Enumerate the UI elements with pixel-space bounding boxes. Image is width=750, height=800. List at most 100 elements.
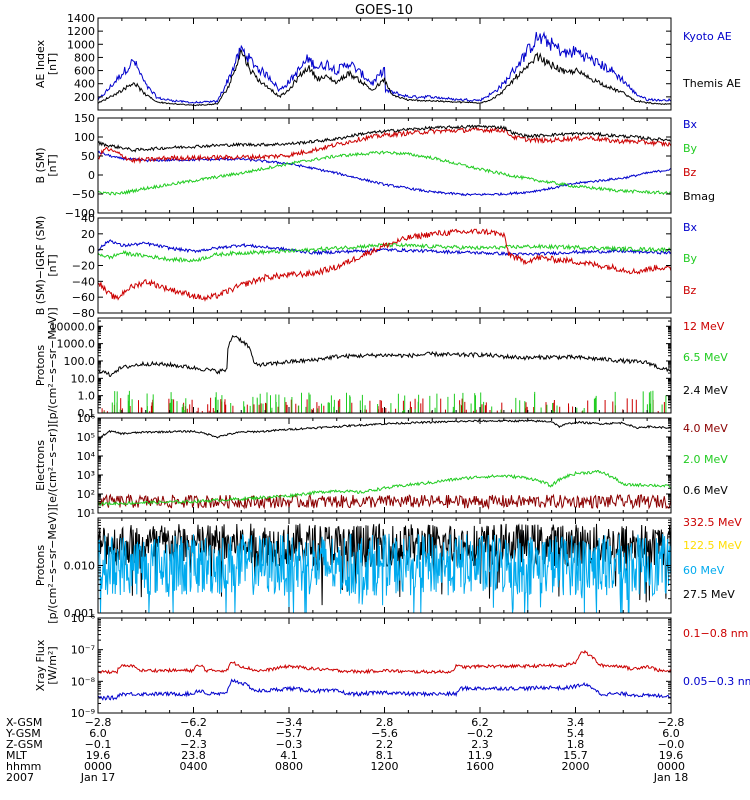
ytick-label: 200 [74,91,95,104]
ytick-label: −20 [72,260,95,273]
axis-row-value: 2000 [562,760,590,773]
series-bz [98,228,671,302]
series-bmag [98,124,671,153]
axis-row-value: 15.7 [563,749,588,762]
series-by [98,150,671,196]
panel-electrons: 10¹ 10² 10³ 10⁴ 10⁵ 10⁶ Electrons [e/(cm²−s−sr)… [34,412,728,520]
legend-entry: 60 MeV [683,564,725,577]
ytick-label: 10⁶ [77,412,96,425]
series-6-5-mev [103,390,667,413]
axis-row-value: −5.6 [371,727,398,740]
ytick-label: 0 [88,244,95,257]
axis-row-value: 3.4 [567,716,585,729]
axis-row-value: 23.8 [181,749,206,762]
legend-entry: 2.0 MeV [683,453,728,466]
axis-row-value: 1.8 [567,738,585,751]
axis-row-value: 5.4 [567,727,585,740]
legend-entry: Bx [683,118,698,131]
panel-xray: 10⁻⁹ 10⁻⁸ 10⁻⁷ 10⁻⁶ Xray Flux [W/m²] 0.1−0.8 n… [34,612,750,720]
axis-row-value: −3.4 [276,716,303,729]
ytick-label: 0.1 [78,407,96,420]
series-kyoto-ae [98,31,671,104]
ylabel-units: [e/(cm²−s−sr)] [46,424,59,507]
legend-entry: Bmag [683,190,715,203]
ylabel: B (SM)−IGRF (SM) [34,216,47,316]
ylabel: AE Index [34,39,47,88]
axis-row-value: −2.3 [180,738,207,751]
series-group [98,334,671,413]
figure-title: GOES-10 [355,3,413,18]
ytick-label: 100.0 [64,355,96,368]
ytick-label: 150 [74,112,95,125]
series-group [98,31,671,107]
ytick-label: 400 [74,78,95,91]
ylabel: Xray Flux [34,639,47,691]
legend-entry: 122.5 MeV [683,539,742,552]
axis-row-value: 1200 [371,760,399,773]
legend-entry: Bz [683,284,697,297]
axis-row-value: 0000 [84,760,112,773]
ytick-label: 10⁴ [77,450,96,463]
legend-entry: 27.5 MeV [683,588,735,601]
ytick-label: 800 [74,51,95,64]
ytick-label: 10⁻⁹ [71,707,95,720]
axis-row-value: 2.8 [376,716,394,729]
ylabel-units: [W/m²] [46,646,59,684]
axis-row-value: 6.2 [471,716,489,729]
legend-entry: 12 MeV [683,320,725,333]
legend-entry: 2.4 MeV [683,384,728,397]
ytick-label: −100 [65,207,95,220]
orbit-axis-table: X-GSM −2.8 −6.2 −3.4 2.8 6.2 3.4 −2.8 Y-GSM 6.0 0.… [5,716,688,784]
axis-row-value: 19.6 [659,749,684,762]
legend-entry: 0.1−0.8 nm [683,627,748,640]
ylabel: Electrons [34,440,47,491]
series-group [98,419,671,511]
ytick-label: 10⁻⁸ [71,675,96,688]
legend-entry: Bx [683,221,698,234]
axis-row-label: X-GSM [6,716,42,729]
series-0-1-0-8-nm [98,649,671,675]
legend-entry: 4.0 MeV [683,422,728,435]
legend-entry: Kyoto AE [683,30,732,43]
axis-row-value: 0800 [275,760,303,773]
ytick-label: 0 [88,169,95,182]
ytick-label: 10² [77,488,95,501]
ytick-label: 10⁻⁶ [71,612,96,625]
ytick-label: 10.0 [71,372,96,385]
ytick-label: 1.0 [78,390,96,403]
series-group [98,228,671,302]
legend-entry: 6.5 MeV [683,351,728,364]
legend-entry: 332.5 MeV [683,516,742,529]
axis-row-label: 2007 [6,771,34,784]
series-2-4-mev [98,334,671,377]
legend-entry: Bz [683,166,697,179]
panel-protons-hi: 0.001 0.010 Protons [p/(cm²−s−sr−MeV)] 332.5… [34,507,742,623]
series-group [98,124,671,197]
axis-row-value: 11.9 [468,749,493,762]
axis-row-value: 8.1 [376,749,394,762]
ylabel: B (SM) [34,147,47,183]
legend-entry: By [683,142,698,155]
ytick-label: 0.001 [64,607,96,620]
axis-row-label: Y-GSM [5,727,41,740]
legend-entry: By [683,252,698,265]
ytick-label: 10³ [77,469,95,482]
panel-frame [97,17,672,111]
ytick-label: 1200 [67,25,95,38]
ylabel: Protons [34,545,47,586]
series-group [98,523,671,613]
panel-bsm: −100 −50 0 50 100 150 B (SM) [nT] Bx By Bz Bmag [34,112,715,220]
axis-row-value: 6.0 [662,727,680,740]
axis-row-value: 19.6 [86,749,111,762]
series-0-05-0-3-nm [98,678,671,701]
axis-row-label: hhmm [6,760,41,773]
ytick-label: 0.010 [64,560,96,573]
series-60-mev [98,533,671,613]
series-2-0-mev [98,469,671,507]
ytick-label: 10000.0 [50,320,96,333]
axis-row-value: 2.3 [471,738,489,751]
panel-bdiff: −80 −60 −40 −20 0 20 40 B (SM)−IGRF (SM) [nT] Bx B… [34,212,698,320]
